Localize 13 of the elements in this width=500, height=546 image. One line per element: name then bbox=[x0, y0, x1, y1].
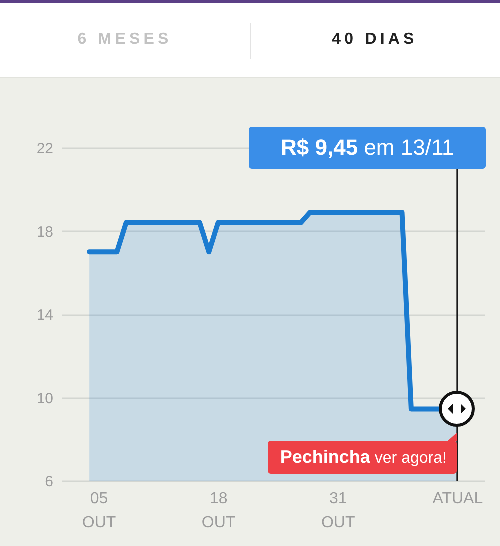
text: 40 DIAS bbox=[332, 31, 418, 49]
y-tick-label: 6 bbox=[45, 474, 54, 490]
x-tick-label: 05 OUT bbox=[82, 490, 116, 532]
y-tick-label: 14 bbox=[36, 307, 54, 324]
x-tick-label: ATUAL bbox=[432, 490, 484, 508]
x-tick-label: 18 OUT bbox=[202, 490, 236, 532]
y-tick-label: 18 bbox=[36, 224, 54, 241]
annotation: R$ 9,45 em 13/11 bbox=[281, 135, 454, 160]
x-tick-label: 31 OUT bbox=[321, 490, 356, 532]
y-tick-label: 22 bbox=[36, 140, 54, 158]
text: 6 MESES bbox=[78, 31, 172, 49]
annotation: Pechincha ver agora! bbox=[280, 447, 447, 468]
y-tick-label: 10 bbox=[36, 390, 54, 408]
